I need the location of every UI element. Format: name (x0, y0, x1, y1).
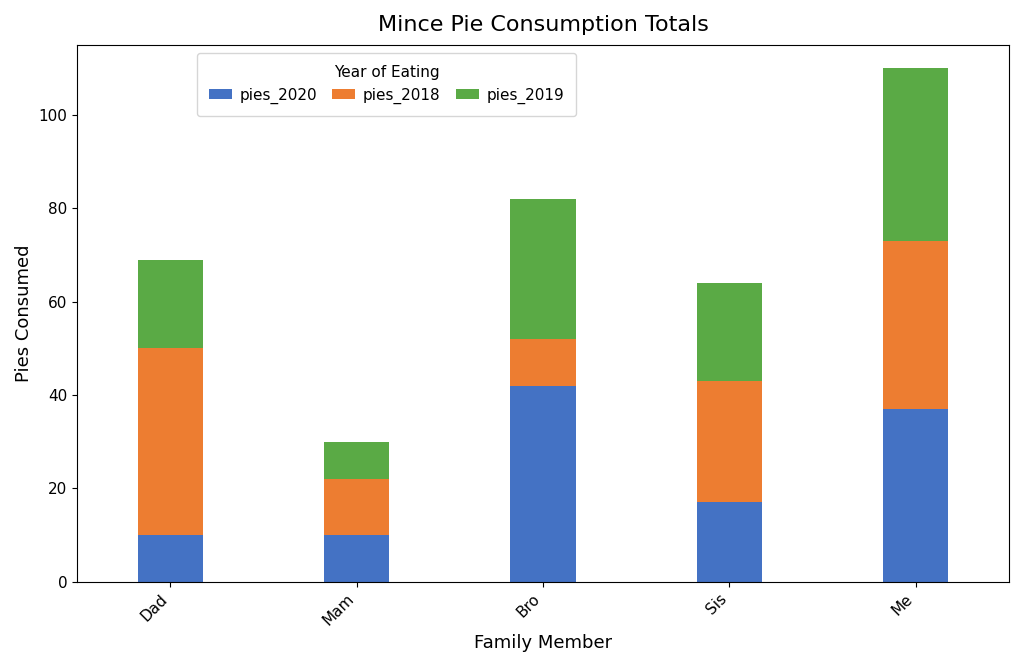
Bar (884, 409, 948, 582)
Title: Mince Pie Consumption Totals: Mince Pie Consumption Totals (378, 15, 709, 35)
Bar (884, 68, 948, 241)
Bar (884, 241, 948, 409)
Y-axis label: Pies Consumed: Pies Consumed (15, 245, 33, 382)
Bar (510, 199, 575, 339)
Legend: pies_2020, pies_2018, pies_2019: pies_2020, pies_2018, pies_2019 (197, 53, 577, 116)
Bar (510, 339, 575, 386)
Bar (510, 386, 575, 582)
Bar (137, 348, 203, 535)
Bar (324, 479, 389, 535)
Bar (696, 381, 762, 502)
Bar (696, 502, 762, 582)
Bar (137, 259, 203, 348)
Bar (324, 535, 389, 582)
Bar (696, 283, 762, 381)
Bar (324, 442, 389, 479)
Bar (137, 535, 203, 582)
X-axis label: Family Member: Family Member (474, 634, 612, 652)
